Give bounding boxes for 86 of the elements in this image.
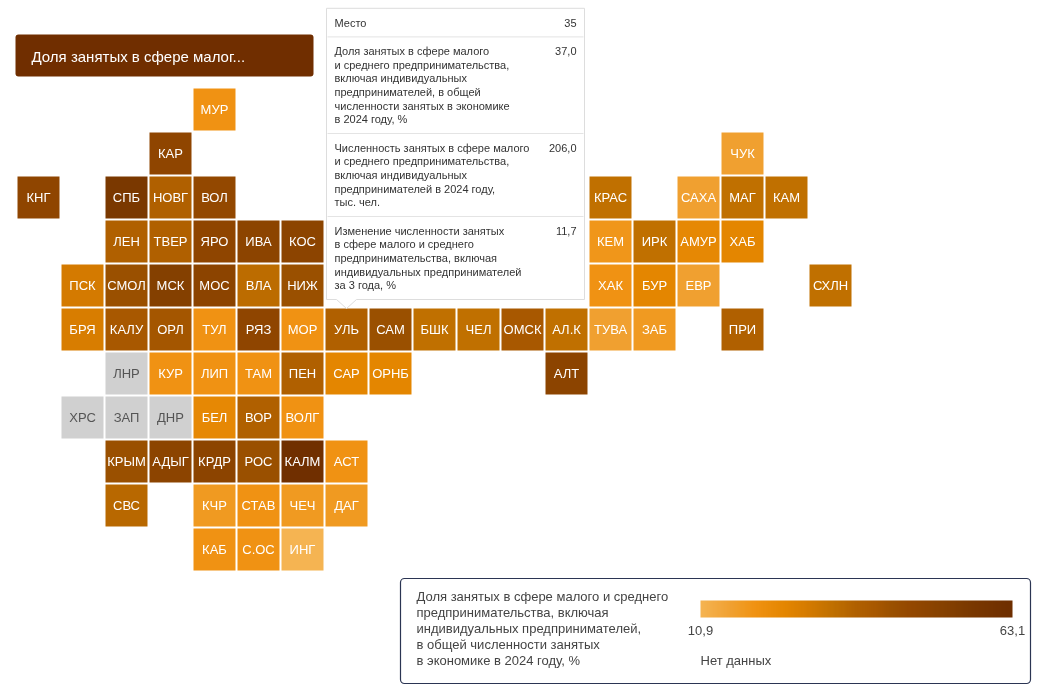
text: 37,0 bbox=[555, 45, 577, 58]
text: Нет данных bbox=[700, 653, 772, 668]
data-label: МОС bbox=[199, 278, 230, 293]
data-label: ВОЛ bbox=[201, 190, 228, 205]
data-label: НИЖ bbox=[287, 278, 318, 293]
data-label: РЯЗ bbox=[245, 322, 272, 337]
text: ЗАП bbox=[113, 410, 140, 425]
data-label: ТУЛ bbox=[202, 322, 227, 337]
data-label: НОВГ bbox=[152, 190, 189, 205]
data-label: ТВЕР bbox=[153, 234, 188, 249]
chart-title: Доля занятых в сфере малог... bbox=[31, 47, 246, 65]
data-label: ЯРО bbox=[200, 234, 229, 249]
text: 35 bbox=[564, 16, 577, 29]
data-label: ИВА bbox=[245, 234, 272, 249]
data-label: КНГ bbox=[26, 190, 51, 205]
data-label: ВЛА bbox=[245, 278, 272, 293]
data-label: КОС bbox=[289, 234, 316, 249]
data-label: ПСК bbox=[69, 278, 97, 293]
data-label: КАЛУ bbox=[109, 322, 144, 337]
data-label: БЕЛ bbox=[201, 410, 228, 425]
text: ДНР bbox=[157, 410, 184, 425]
annotation: Доля занятых в сфере малого и среднего предпринимательства, включая индивидуальных предпринимателей, в общей численности занятых в экономике в 2024 году, % bbox=[334, 45, 510, 126]
data-label: СПБ bbox=[112, 190, 141, 205]
color-bar-label: 63,1 bbox=[999, 622, 1026, 638]
data-label: СМОЛ bbox=[107, 278, 146, 293]
data-label: КАР bbox=[158, 146, 183, 161]
data-label: БУР bbox=[641, 278, 668, 293]
data-label: АЛТ bbox=[553, 366, 580, 381]
data-label: АЛ.К bbox=[552, 322, 582, 337]
data-label: КРДР bbox=[198, 454, 231, 469]
data-label: ЧЕЛ bbox=[465, 322, 492, 337]
data-label: ЗАБ bbox=[641, 322, 668, 337]
data-label: ЕВР bbox=[685, 278, 712, 293]
data-label: КАМ bbox=[772, 190, 801, 205]
data-label: САР bbox=[333, 366, 360, 381]
data-label: ХАК bbox=[598, 278, 624, 293]
annotation: 11,7 bbox=[555, 224, 577, 237]
data-label: АДЫГ bbox=[152, 454, 189, 469]
text: ХРС bbox=[69, 410, 96, 425]
data-label: СХЛН bbox=[812, 278, 849, 293]
color-bar-title: Доля занятых в сфере малого и среднего предпринимательства, включая индивидуальных предпринимателей, в общей численности занятых в экономике в 2024 году, % bbox=[416, 589, 669, 668]
data-label: ОРЛ bbox=[157, 322, 184, 337]
data-label: КЕМ bbox=[596, 234, 625, 249]
data-label: КЧР bbox=[202, 498, 227, 513]
data-label: ХАБ bbox=[729, 234, 756, 249]
color-bar-label: 10,9 bbox=[687, 622, 714, 638]
data-label: СТАВ bbox=[241, 498, 276, 513]
data-label: КАЛМ bbox=[284, 454, 321, 469]
data-label: КУР bbox=[158, 366, 183, 381]
data-label: УЛЬ bbox=[334, 322, 359, 337]
data-label: МОР bbox=[287, 322, 318, 337]
data-label: САМ bbox=[376, 322, 405, 337]
data-label: АСТ bbox=[333, 454, 360, 469]
data-label: МСК bbox=[156, 278, 185, 293]
data-label: ИНГ bbox=[289, 542, 316, 557]
data-label: КРЫМ bbox=[107, 454, 146, 469]
data-label: БРЯ bbox=[69, 322, 96, 337]
data-label: МАГ bbox=[729, 190, 756, 205]
annotation: 206,0 bbox=[548, 141, 577, 154]
data-label: ВОЛГ bbox=[285, 410, 320, 425]
data-label: ЛЕН bbox=[113, 234, 140, 249]
text: Место bbox=[334, 16, 367, 29]
data-label: ПРИ bbox=[728, 322, 757, 337]
data-label: ОМСК bbox=[503, 322, 542, 337]
text: ЛНР bbox=[113, 366, 140, 381]
data-label: ТУВА bbox=[593, 322, 628, 337]
data-label: КРАС bbox=[593, 190, 628, 205]
data-label: МУР bbox=[200, 102, 229, 117]
data-label: РОС bbox=[244, 454, 273, 469]
data-label: С.ОС bbox=[242, 542, 275, 557]
data-label: САХА bbox=[680, 190, 717, 205]
data-label: АМУР bbox=[680, 234, 717, 249]
data-label: ДАГ bbox=[334, 498, 359, 513]
data-label: ТАМ bbox=[245, 366, 273, 381]
data-label: ЛИП bbox=[200, 366, 229, 381]
data-label: ЧУК bbox=[730, 146, 756, 161]
data-label: БШК bbox=[420, 322, 449, 337]
data-label: ОРНБ bbox=[372, 366, 409, 381]
data-label: КАБ bbox=[202, 542, 227, 557]
data-label: ИРК bbox=[641, 234, 668, 249]
data-label: ВОР bbox=[244, 410, 273, 425]
annotation: Изменение численности занятых в сфере малого и среднего предпринимательства, включая индивидуальных предпринимателей за 3 года, % bbox=[334, 224, 522, 292]
data-label: ПЕН bbox=[288, 366, 317, 381]
data-label: ЧЕЧ bbox=[289, 498, 316, 513]
data-label: СВС bbox=[112, 498, 141, 513]
annotation: Численность занятых в сфере малого и среднего предпринимательства, включая индивидуальных предпринимателей в 2024 году, тыс. чел. bbox=[334, 141, 530, 209]
